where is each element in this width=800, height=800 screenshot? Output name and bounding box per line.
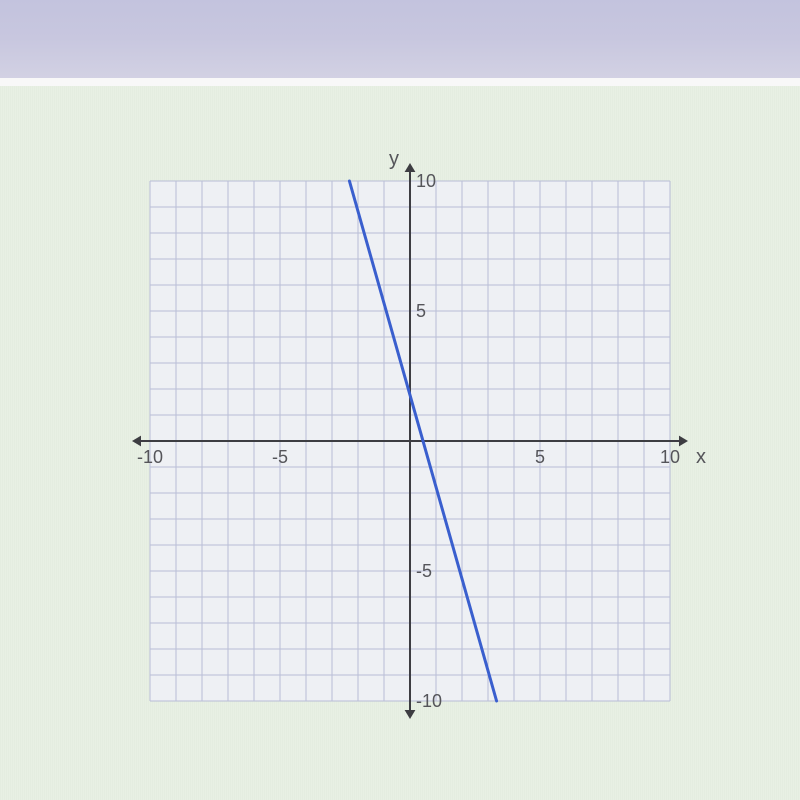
coordinate-graph: y x -10 -5 5 10 -10 -5 5 10 [110,141,710,741]
svg-text:-5: -5 [416,561,432,581]
svg-text:5: 5 [535,447,545,467]
svg-text:10: 10 [660,447,680,467]
svg-text:-5: -5 [272,447,288,467]
window-chrome-bar [0,0,800,78]
svg-text:-10: -10 [137,447,163,467]
svg-text:10: 10 [416,171,436,191]
chrome-separator [0,78,800,86]
svg-text:5: 5 [416,301,426,321]
graph-svg: y x -10 -5 5 10 -10 -5 5 10 [110,141,710,741]
svg-text:y: y [389,148,399,170]
screenshot-root: y x -10 -5 5 10 -10 -5 5 10 [0,0,800,800]
svg-text:x: x [696,446,706,468]
content-area: y x -10 -5 5 10 -10 -5 5 10 [0,86,800,800]
svg-text:-10: -10 [416,691,442,711]
